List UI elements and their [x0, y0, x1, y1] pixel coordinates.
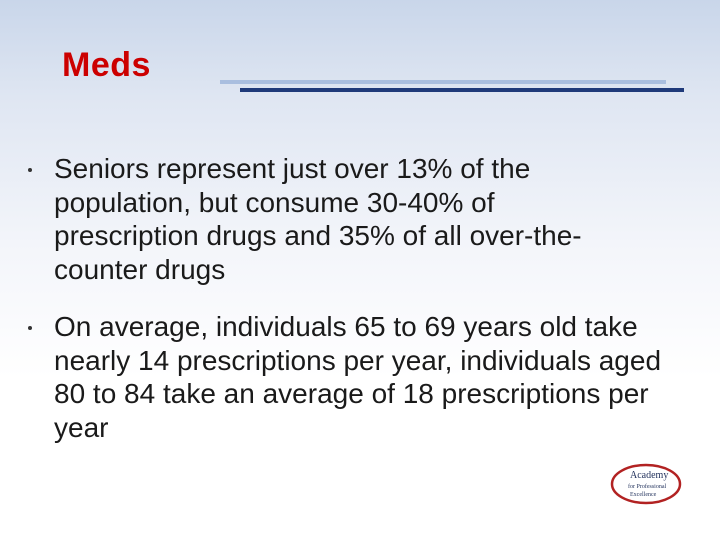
- academy-logo: Academy for Professional Excellence: [608, 462, 684, 506]
- slide-title: Meds: [62, 46, 151, 84]
- title-rule-dark: [240, 88, 684, 92]
- bullet-text: On average, individuals 65 to 69 years o…: [54, 311, 662, 443]
- logo-line2: for Professional: [628, 483, 666, 490]
- logo-line1: Academy: [630, 470, 668, 481]
- bullet-dot-icon: [28, 168, 32, 172]
- bullet-item: Seniors represent just over 13% of the p…: [24, 152, 704, 286]
- title-rule-light: [220, 80, 666, 84]
- bullet-dot-icon: [28, 326, 32, 330]
- bullet-text: Seniors represent just over 13% of the p…: [54, 153, 582, 285]
- bullet-item: On average, individuals 65 to 69 years o…: [24, 310, 704, 444]
- logo-line3: Excellence: [630, 492, 657, 498]
- bullet-list: Seniors represent just over 13% of the p…: [24, 152, 704, 468]
